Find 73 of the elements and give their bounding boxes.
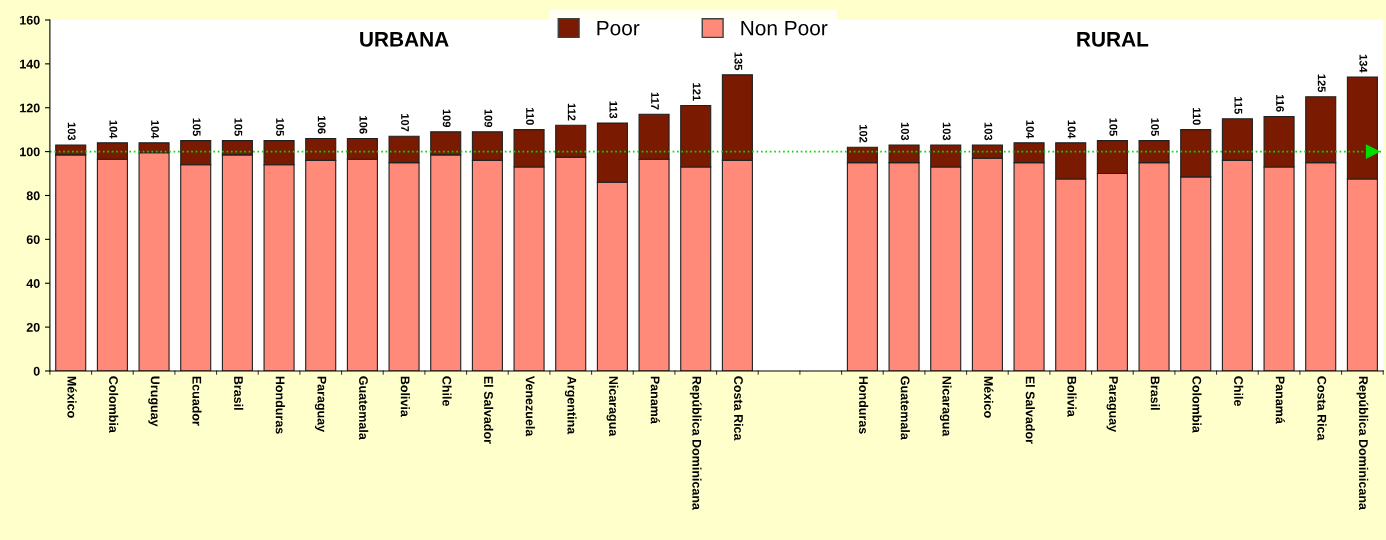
total-label: 112 xyxy=(567,103,576,121)
y-tick-label: 60 xyxy=(26,235,40,245)
x-tick-label: México xyxy=(67,376,77,418)
total-label: 117 xyxy=(651,92,659,110)
total-label: 135 xyxy=(734,52,743,71)
x-tick-label: El Salvador xyxy=(1025,376,1035,444)
total-label: 106 xyxy=(359,116,368,134)
x-tick-label: Paraguay xyxy=(314,376,327,433)
x-tick-label: Guatemala xyxy=(359,376,369,440)
x-tick-label: República Dominicana xyxy=(1356,376,1369,510)
x-tick-label: Argentina xyxy=(564,376,577,435)
total-label: 105 xyxy=(234,118,243,136)
x-tick-label: Brasil xyxy=(1150,376,1160,410)
total-label: 105 xyxy=(276,118,284,136)
x-tick-label: Venezuela xyxy=(525,375,535,437)
y-tick-label: 20 xyxy=(26,322,40,332)
x-tick-label: Uruguay xyxy=(148,376,160,427)
total-label: 125 xyxy=(1317,74,1326,93)
x-tick-label: Chile xyxy=(442,376,452,406)
total-label: 110 xyxy=(526,108,534,125)
total-label: 103 xyxy=(942,122,951,141)
x-tick-label: Brasil xyxy=(234,376,244,410)
x-tick-label: Panamá xyxy=(1275,376,1285,424)
total-label: 104 xyxy=(151,120,159,139)
y-tick-label: 40 xyxy=(26,279,40,288)
x-tick-label: Bolivia xyxy=(1067,376,1077,417)
x-tick-label: Guatemala xyxy=(900,376,910,440)
x-tick-label: República Dominicana xyxy=(689,376,702,510)
x-tick-label: El Salvador xyxy=(484,376,494,444)
x-tick-label: Nicaragua xyxy=(939,376,952,437)
annotation: RURAL xyxy=(1077,32,1149,47)
total-label: 115 xyxy=(1234,97,1243,114)
total-label: 134 xyxy=(1359,54,1368,73)
x-tick-label: Paraguay xyxy=(1106,376,1118,433)
x-tick-label: Nicaragua xyxy=(606,376,619,437)
total-label: 104 xyxy=(1067,120,1076,139)
total-label: 104 xyxy=(1026,120,1034,139)
total-label: 121 xyxy=(692,83,701,101)
total-label: 116 xyxy=(1276,94,1284,112)
x-tick-label: Colombia xyxy=(1192,376,1202,433)
total-label: 103 xyxy=(67,122,76,141)
total-label: 104 xyxy=(109,120,118,139)
total-label: 110 xyxy=(1192,108,1201,125)
total-label: 113 xyxy=(609,101,618,119)
y-tick-label: 100 xyxy=(20,147,40,157)
total-label: 105 xyxy=(1151,118,1159,136)
x-tick-label: Chile xyxy=(1234,376,1244,406)
x-tick-label: Ecuador xyxy=(192,376,202,426)
total-label: 103 xyxy=(901,122,909,141)
y-tick-label: 80 xyxy=(26,191,40,201)
x-tick-label: Colombia xyxy=(109,376,119,433)
legend-label: Non Poor xyxy=(741,20,828,36)
total-label: 106 xyxy=(317,116,326,134)
annotation: URBANA xyxy=(360,32,449,47)
total-label: 105 xyxy=(1109,118,1118,136)
total-label: 105 xyxy=(192,118,201,136)
total-label: 102 xyxy=(859,124,868,143)
legend-label: Poor xyxy=(597,20,640,36)
total-label: 103 xyxy=(984,122,993,141)
x-tick-label: Honduras xyxy=(859,376,869,434)
total-label: 109 xyxy=(442,109,451,128)
x-tick-label: Costa Rica xyxy=(734,376,744,441)
total-label: 107 xyxy=(401,114,409,132)
x-tick-label: Panamá xyxy=(650,376,660,424)
x-tick-label: Honduras xyxy=(275,376,285,434)
y-tick-label: 120 xyxy=(20,103,40,113)
y-tick-label: 0 xyxy=(33,366,40,376)
total-label: 109 xyxy=(484,109,493,128)
x-tick-label: Costa Rica xyxy=(1317,376,1327,441)
x-tick-label: Bolivia xyxy=(400,376,410,417)
y-tick-label: 140 xyxy=(20,59,40,69)
y-tick-label: 160 xyxy=(20,15,40,25)
x-tick-label: México xyxy=(984,376,994,418)
